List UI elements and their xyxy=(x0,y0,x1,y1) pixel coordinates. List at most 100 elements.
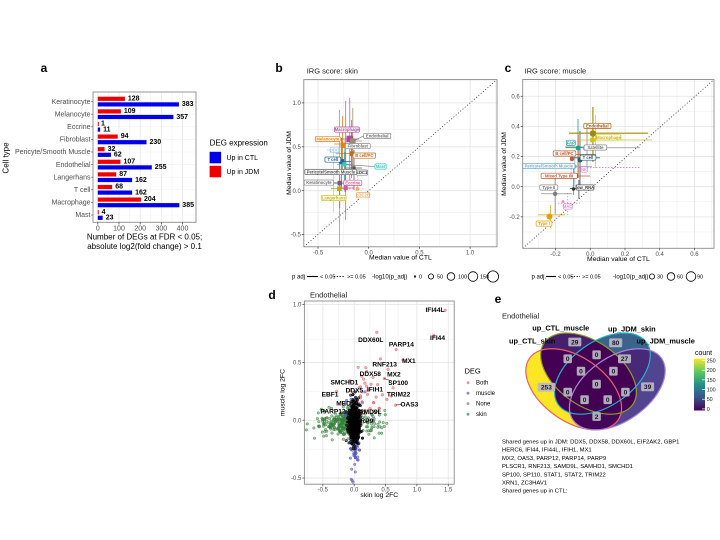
svg-text:Endothelial: Endothelial xyxy=(586,123,609,128)
svg-text:-0.2: -0.2 xyxy=(550,252,561,258)
svg-text:68: 68 xyxy=(115,184,123,191)
svg-text:Shared genes up in JDM: DDX5,: Shared genes up in JDM: DDX5, DDX58, DDX… xyxy=(502,440,679,446)
svg-text:1.0: 1.0 xyxy=(413,488,422,494)
svg-text:MX2: MX2 xyxy=(387,372,401,379)
svg-text:1.0: 1.0 xyxy=(292,101,301,107)
svg-text:0.5: 0.5 xyxy=(415,250,424,256)
svg-text:0.6: 0.6 xyxy=(690,252,699,258)
svg-text:Type I: Type I xyxy=(538,221,550,226)
svg-text:IFI44L: IFI44L xyxy=(425,307,444,314)
svg-text:0.2: 0.2 xyxy=(511,155,520,161)
svg-text:MED13: MED13 xyxy=(336,401,358,408)
svg-text:>= 0.05: >= 0.05 xyxy=(582,275,601,281)
svg-text:0: 0 xyxy=(606,397,610,404)
svg-text:1.0: 1.0 xyxy=(466,250,475,256)
svg-text:FAP: FAP xyxy=(567,140,575,145)
svg-text:Mixed Type I/II: Mixed Type I/II xyxy=(545,173,573,178)
svg-text:SP100, SP110, STAT1, STAT2, TR: SP100, SP110, STAT1, STAT2, TRIM22 xyxy=(502,472,606,478)
svg-text:cDC2B: cDC2B xyxy=(356,193,370,198)
svg-text:100: 100 xyxy=(707,388,716,394)
svg-text:Mast: Mast xyxy=(376,164,386,169)
svg-text:0.6: 0.6 xyxy=(511,94,520,100)
svg-text:a: a xyxy=(41,61,48,75)
svg-text:0.0: 0.0 xyxy=(292,189,301,195)
svg-text:29: 29 xyxy=(571,339,579,346)
svg-text:Type II: Type II xyxy=(542,185,555,190)
svg-text:IFIH1: IFIH1 xyxy=(367,387,383,394)
svg-text:39: 39 xyxy=(644,384,652,391)
svg-text:XRN1, ZC3HAV1: XRN1, ZC3HAV1 xyxy=(502,481,547,487)
svg-text:Up in CTL: Up in CTL xyxy=(227,155,259,162)
svg-text:< 0.05: < 0.05 xyxy=(558,275,573,281)
svg-text:Median value of JDM: Median value of JDM xyxy=(501,132,508,196)
svg-text:Cell type: Cell type xyxy=(2,142,11,174)
svg-text:94: 94 xyxy=(121,133,129,140)
svg-text:RNF213: RNF213 xyxy=(372,362,397,369)
svg-text:TRIM22: TRIM22 xyxy=(387,392,411,399)
svg-text:pDC: pDC xyxy=(330,147,339,152)
svg-text:muscle: muscle xyxy=(476,391,496,397)
svg-text:PLSCR1, RNF213, SAMD9L, SAMHD1: PLSCR1, RNF213, SAMD9L, SAMHD1, SMCHD1 xyxy=(502,464,633,470)
svg-text:0: 0 xyxy=(624,389,628,396)
svg-text:Pericyte/Smooth Muscle: Pericyte/Smooth Muscle xyxy=(15,149,91,156)
svg-text:107: 107 xyxy=(124,158,136,165)
svg-text:0: 0 xyxy=(566,356,570,363)
svg-text:Macrophage: Macrophage xyxy=(596,135,621,140)
svg-text:255: 255 xyxy=(155,164,167,171)
svg-text:Melanocyte: Melanocyte xyxy=(55,111,91,118)
svg-text:-0.2: -0.2 xyxy=(509,215,520,221)
svg-text:MAC: MAC xyxy=(563,204,573,209)
svg-text:Endothelial: Endothelial xyxy=(366,133,389,138)
svg-text:128: 128 xyxy=(128,95,140,102)
svg-text:400: 400 xyxy=(177,226,189,233)
svg-text:Macrophage: Macrophage xyxy=(335,127,360,132)
svg-text:-log10(p_adj): -log10(p_adj) xyxy=(372,275,407,281)
svg-text:DDX58: DDX58 xyxy=(360,371,382,378)
svg-text:100: 100 xyxy=(113,226,125,233)
svg-text:-0.5: -0.5 xyxy=(291,476,302,482)
svg-text:Median value of CTL: Median value of CTL xyxy=(369,255,432,262)
svg-text:0.5: 0.5 xyxy=(293,360,302,366)
svg-text:60: 60 xyxy=(677,275,683,281)
svg-text:cDC1: cDC1 xyxy=(357,170,368,175)
svg-text:d: d xyxy=(268,288,275,302)
svg-text:0.0: 0.0 xyxy=(350,488,359,494)
svg-text:Langerhans: Langerhans xyxy=(322,196,346,201)
svg-text:0: 0 xyxy=(595,352,599,359)
svg-text:4: 4 xyxy=(102,209,106,216)
svg-text:DDX60L: DDX60L xyxy=(358,337,383,344)
svg-text:Both: Both xyxy=(476,381,488,387)
svg-text:200: 200 xyxy=(134,226,146,233)
svg-text:Melanocyte: Melanocyte xyxy=(316,136,339,141)
svg-text:IFI44: IFI44 xyxy=(430,335,445,342)
svg-text:T cell: T cell xyxy=(583,155,594,160)
svg-text:2: 2 xyxy=(595,414,599,421)
svg-text:300: 300 xyxy=(155,226,167,233)
svg-text:Endothelial: Endothelial xyxy=(310,291,347,300)
svg-text:IRG score: muscle: IRG score: muscle xyxy=(525,67,587,76)
svg-text:up_CTL_skin: up_CTL_skin xyxy=(509,337,556,346)
svg-text:0.4: 0.4 xyxy=(656,252,665,258)
svg-text:Keratinocyte: Keratinocyte xyxy=(306,180,332,185)
svg-text:muscle log 2FC: muscle log 2FC xyxy=(279,369,286,416)
svg-text:SAMD9L: SAMD9L xyxy=(354,409,381,416)
svg-text:253: 253 xyxy=(541,385,552,392)
svg-text:HERC6, IFI44, IFI44L, IFIH1, M: HERC6, IFI44, IFI44L, IFIH1, MX1 xyxy=(502,448,592,454)
svg-text:Shared genes up in CTL:: Shared genes up in CTL: xyxy=(502,489,568,495)
svg-text:204: 204 xyxy=(144,196,156,203)
svg-text:109: 109 xyxy=(124,108,136,115)
svg-text:200: 200 xyxy=(707,368,716,374)
svg-text:250: 250 xyxy=(707,359,716,365)
svg-text:T cell: T cell xyxy=(327,157,338,162)
svg-text:skin log 2FC: skin log 2FC xyxy=(360,492,398,499)
svg-text:230: 230 xyxy=(150,139,162,146)
svg-text:62: 62 xyxy=(114,152,122,159)
svg-text:Macrophage: Macrophage xyxy=(52,200,91,207)
svg-text:0: 0 xyxy=(566,389,570,396)
svg-text:Median value of JDM: Median value of JDM xyxy=(286,131,293,195)
svg-text:>= 0.05: >= 0.05 xyxy=(347,275,366,281)
svg-text:27: 27 xyxy=(621,356,629,363)
svg-text:OAS3: OAS3 xyxy=(400,402,418,409)
svg-text:p adj.: p adj. xyxy=(532,275,547,281)
svg-text:-0.5: -0.5 xyxy=(290,233,301,239)
